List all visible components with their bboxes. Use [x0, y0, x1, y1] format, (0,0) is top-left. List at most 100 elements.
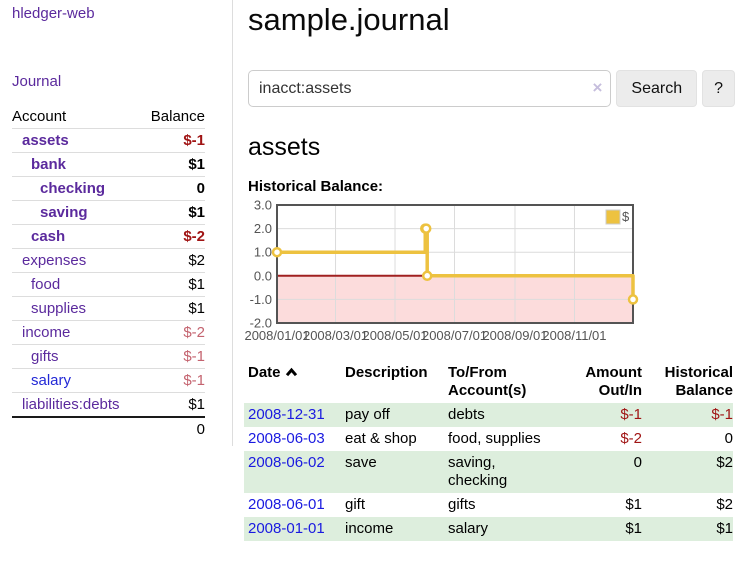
account-link[interactable]: cash	[31, 228, 66, 245]
register-accounts-cell: debts	[448, 406, 485, 423]
account-row: expenses $2	[12, 248, 205, 273]
transaction-date-link[interactable]: 2008-12-31	[248, 406, 325, 423]
register-date-cell: 2008-01-01	[244, 517, 341, 541]
register-description-cell: save	[345, 454, 377, 471]
register-date-cell: 2008-06-01	[244, 493, 341, 517]
account-row: cash $-2	[12, 224, 205, 249]
account-balance: $1	[140, 296, 205, 321]
register-accounts-cell: food, supplies	[448, 430, 541, 447]
register-description-cell: pay off	[345, 406, 390, 423]
register-accounts-cell: gifts	[448, 496, 476, 513]
account-heading: assets	[248, 133, 321, 161]
account-row: supplies $1	[12, 296, 205, 321]
page-title: sample.journal	[248, 2, 450, 37]
svg-text:-1.0: -1.0	[250, 292, 272, 307]
register-amount-cell: 0	[633, 454, 642, 471]
account-link[interactable]: income	[22, 324, 71, 341]
chart-title: Historical Balance:	[248, 178, 384, 195]
account-balance: $-2	[140, 224, 205, 249]
register-row: 2008-06-02 save saving, checking 0 $2	[244, 451, 733, 493]
register-accounts-cell: saving, checking	[448, 454, 508, 489]
account-row: bank $1	[12, 152, 205, 177]
search-button[interactable]: Search	[616, 70, 698, 107]
svg-text:2008/09/01: 2008/09/01	[482, 328, 547, 343]
account-balance: $1	[140, 152, 205, 177]
clear-search-icon[interactable]: ×	[592, 78, 603, 97]
svg-text:2008/11/01: 2008/11/01	[542, 328, 606, 343]
search-form: × Search ?	[248, 70, 735, 107]
register-header-date[interactable]: Date	[244, 361, 341, 403]
register-table-body: 2008-12-31 pay off debts $-1 $-1 2008-06-03 ea…	[244, 403, 733, 541]
account-link[interactable]: supplies	[31, 300, 87, 317]
account-link[interactable]: gifts	[31, 348, 59, 365]
register-amount-cell: $1	[625, 496, 642, 513]
register-date-cell: 2008-12-31	[244, 403, 341, 427]
account-link[interactable]: checking	[40, 180, 106, 197]
transaction-date-link[interactable]: 2008-01-01	[248, 520, 325, 537]
account-balance: 0	[140, 176, 205, 201]
register-row: 2008-06-03 eat & shop food, supplies $-2 0	[244, 427, 733, 451]
register-header-accounts: To/From Account(s)	[448, 364, 527, 399]
account-link[interactable]: salary	[31, 372, 72, 389]
svg-text:0.0: 0.0	[254, 268, 272, 283]
balance-chart-svg: $3.0 2.0 1.0 0.0 -1.0 -2.02008/01/012008/03/0…	[244, 198, 639, 343]
account-link[interactable]: expenses	[22, 252, 87, 269]
register-row: 2008-06-01 gift gifts $1 $2	[244, 493, 733, 517]
account-row: food $1	[12, 272, 205, 297]
sidebar: hledger-web Journal Account Balance asse…	[0, 0, 233, 446]
register-row: 2008-01-01 income salary $1 $1	[244, 517, 733, 541]
register-amount-cell: $-2	[620, 430, 642, 447]
svg-text:-2.0: -2.0	[250, 316, 272, 331]
account-balance: $-1	[140, 128, 205, 153]
register-accounts-cell: salary	[448, 520, 489, 537]
account-row: assets $-1	[12, 128, 205, 153]
account-balance: $1	[140, 272, 205, 297]
accounts-header-balance: Balance	[140, 105, 205, 129]
svg-text:3.0: 3.0	[254, 198, 272, 213]
svg-text:2008/03/01: 2008/03/01	[303, 328, 368, 343]
register-header-description: Description	[345, 364, 428, 381]
transaction-date-link[interactable]: 2008-06-02	[248, 454, 325, 471]
account-balance: $-1	[140, 368, 205, 393]
svg-text:2008/05/01: 2008/05/01	[362, 328, 427, 343]
accounts-total-row: 0	[12, 416, 205, 441]
register-balance-cell: $2	[716, 496, 733, 513]
account-link[interactable]: liabilities:debts	[22, 396, 120, 413]
register-balance-cell: $2	[716, 454, 733, 471]
account-link[interactable]: bank	[31, 156, 67, 173]
app-title-link[interactable]: hledger-web	[12, 5, 95, 22]
account-row: checking 0	[12, 176, 205, 201]
account-row: salary $-1	[12, 368, 205, 393]
account-link[interactable]: food	[31, 276, 61, 293]
account-row: income $-2	[12, 320, 205, 345]
transaction-date-link[interactable]: 2008-06-03	[248, 430, 325, 447]
account-link[interactable]: saving	[40, 204, 88, 221]
svg-text:2008/07/01: 2008/07/01	[422, 328, 487, 343]
register-amount-cell: $1	[625, 520, 642, 537]
register-date-cell: 2008-06-02	[244, 451, 341, 493]
account-balance: $1	[140, 200, 205, 225]
register-description-cell: gift	[345, 496, 366, 513]
account-row: liabilities:debts $1	[12, 392, 205, 418]
register-table: Date Description To/From Account(s) Amou…	[244, 361, 733, 541]
sidebar-item-journal[interactable]: Journal	[12, 73, 62, 90]
register-balance-cell: 0	[724, 430, 733, 447]
account-balance: $2	[140, 248, 205, 273]
account-balance: $-2	[140, 320, 205, 345]
account-row: gifts $-1	[12, 344, 205, 369]
svg-text:2008/01/01: 2008/01/01	[244, 328, 309, 343]
register-header-amount: Amount Out/In	[585, 364, 642, 399]
account-row: saving $1	[12, 200, 205, 225]
account-link[interactable]: assets	[22, 132, 69, 149]
svg-text:$: $	[622, 209, 630, 224]
account-balance: $-1	[140, 344, 205, 369]
balance-chart: $3.0 2.0 1.0 0.0 -1.0 -2.0 2008/01/01 2008/03/0…	[244, 198, 735, 347]
search-help-button[interactable]: ?	[702, 70, 735, 107]
register-amount-cell: $-1	[620, 406, 642, 423]
accounts-table-body: assets $-1 bank $1 checking 0 saving $1 cash $-2 e…	[12, 128, 205, 418]
register-balance-cell: $-1	[711, 406, 733, 423]
search-input[interactable]	[248, 70, 612, 107]
sort-ascending-icon	[285, 364, 298, 382]
transaction-date-link[interactable]: 2008-06-01	[248, 496, 325, 513]
register-header-balance: Historical Balance	[664, 364, 733, 399]
